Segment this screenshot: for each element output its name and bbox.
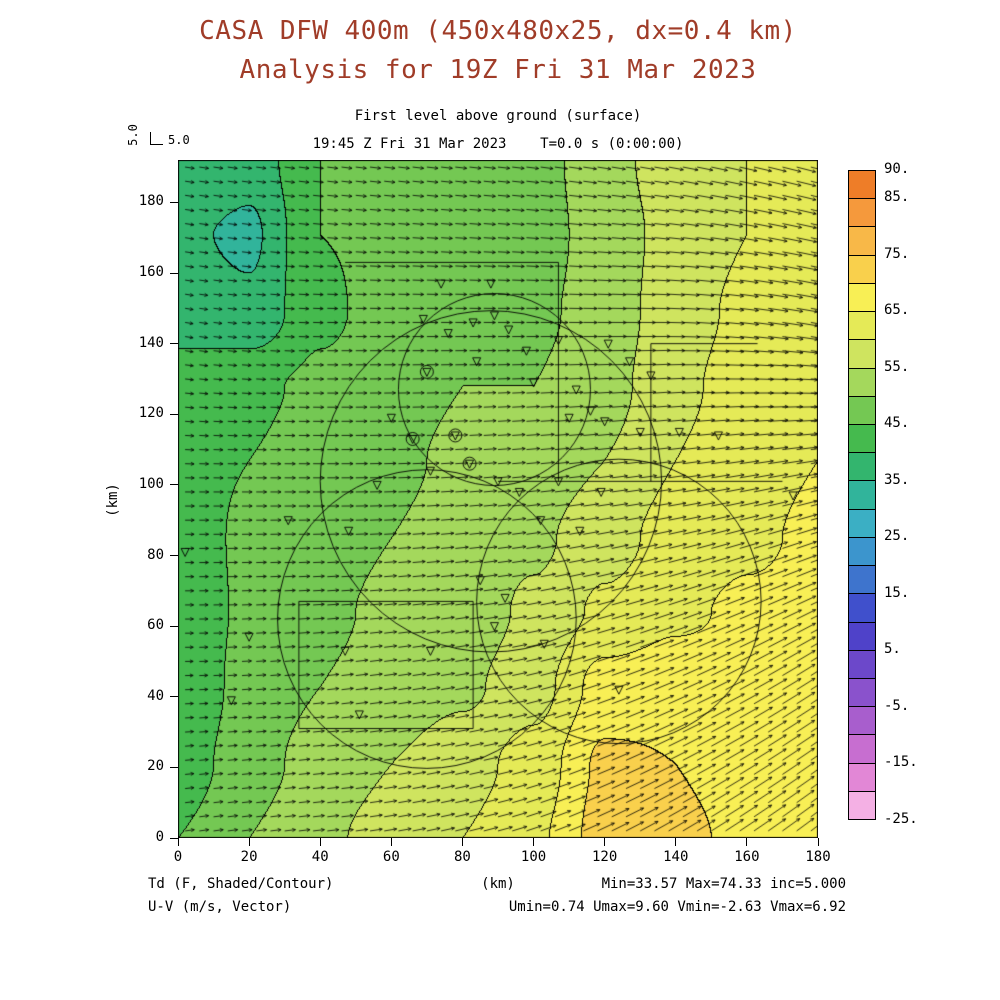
colorbar-tick-label: -15. xyxy=(884,754,918,771)
colorbar-segment xyxy=(849,707,875,736)
y-tick-mark xyxy=(170,696,178,698)
x-tick-label: 140 xyxy=(663,849,689,865)
x-tick-mark xyxy=(604,838,606,846)
colorbar-segment xyxy=(849,283,875,313)
vector-scale-vertical-label: 5.0 xyxy=(125,124,140,146)
analysis-map-canvas xyxy=(178,160,818,838)
y-axis-label: (km) xyxy=(104,483,121,517)
y-tick-label: 20 xyxy=(147,758,164,775)
y-tick-mark xyxy=(170,343,178,345)
colorbar xyxy=(848,170,876,820)
x-tick-mark xyxy=(248,838,250,846)
x-tick-label: 0 xyxy=(173,849,183,865)
colorbar-tick-label: 75. xyxy=(884,245,910,262)
plot-subtitle: Analysis for 19Z Fri 31 Mar 2023 xyxy=(239,55,757,85)
colorbar-tick-label: 35. xyxy=(884,471,910,488)
y-tick-mark xyxy=(170,766,178,768)
colorbar-segment xyxy=(849,396,875,425)
y-tick-label: 160 xyxy=(138,264,164,280)
x-tick-label: 180 xyxy=(805,849,831,865)
x-tick-label: 40 xyxy=(311,849,329,865)
x-tick-label: 80 xyxy=(454,849,471,865)
time-label: 19:45 Z Fri 31 Mar 2023 T=0.0 s (0:00:00… xyxy=(312,136,684,152)
colorbar-segment xyxy=(849,622,875,651)
x-tick-mark xyxy=(533,838,535,846)
colorbar-segment xyxy=(849,255,875,284)
colorbar-tick-label: 25. xyxy=(884,528,910,545)
colorbar-tick-label: 65. xyxy=(884,302,910,319)
colorbar-tick-label: -5. xyxy=(884,697,910,714)
y-tick-mark xyxy=(170,201,178,203)
colorbar-segment xyxy=(849,509,875,538)
colorbar-segment xyxy=(849,453,875,482)
colorbar-tick-label: 85. xyxy=(884,189,910,206)
colorbar-tick-label: 15. xyxy=(884,584,910,601)
colorbar-segment xyxy=(849,594,875,623)
colorbar-segment xyxy=(849,791,875,820)
field-stats-label: Min=33.57 Max=74.33 inc=5.000 xyxy=(601,876,846,892)
wind-stats-label: Umin=0.74 Umax=9.60 Vmin=-2.63 Vmax=6.92 xyxy=(508,899,846,915)
level-label: First level above ground (surface) xyxy=(354,108,642,124)
colorbar-tick-label: 45. xyxy=(884,415,910,432)
x-tick-mark xyxy=(461,838,463,846)
x-tick-mark xyxy=(817,838,819,846)
y-tick-label: 120 xyxy=(138,405,164,422)
x-tick-mark xyxy=(319,838,321,846)
y-tick-label: 140 xyxy=(138,334,164,351)
colorbar-segment xyxy=(849,735,875,764)
y-tick-label: 100 xyxy=(138,475,164,492)
field-legend-label: Td (F, Shaded/Contour) xyxy=(148,876,334,892)
vector-legend-label: U-V (m/s, Vector) xyxy=(148,899,292,915)
colorbar-segment xyxy=(849,227,875,256)
colorbar-segment xyxy=(849,566,875,595)
colorbar-segment xyxy=(849,312,875,341)
y-tick-label: 60 xyxy=(147,617,164,634)
colorbar-tick-label: 90. xyxy=(884,161,910,177)
y-tick-label: 180 xyxy=(138,193,164,210)
colorbar-segment xyxy=(849,481,875,510)
x-axis-unit-label: (km) xyxy=(481,876,515,892)
y-tick-mark xyxy=(170,837,178,839)
y-tick-mark xyxy=(170,413,178,415)
colorbar-segment xyxy=(849,368,875,397)
colorbar-segment xyxy=(849,537,875,567)
colorbar-segment xyxy=(849,171,875,200)
colorbar-segment xyxy=(849,424,875,454)
y-tick-label: 80 xyxy=(147,546,164,563)
vector-scale-bracket xyxy=(150,132,163,145)
colorbar-segment xyxy=(849,340,875,369)
y-tick-mark xyxy=(170,484,178,486)
colorbar-tick-label: -25. xyxy=(884,811,918,827)
x-tick-label: 120 xyxy=(592,849,618,865)
x-tick-label: 20 xyxy=(240,849,258,865)
colorbar-segment xyxy=(849,763,875,792)
colorbar-segment xyxy=(849,678,875,708)
x-tick-mark xyxy=(746,838,748,846)
x-tick-label: 100 xyxy=(520,849,547,865)
colorbar-segment xyxy=(849,199,875,228)
colorbar-segment xyxy=(849,650,875,679)
x-tick-mark xyxy=(390,838,392,846)
x-tick-label: 60 xyxy=(382,849,400,865)
y-tick-label: 0 xyxy=(155,829,164,845)
y-tick-label: 40 xyxy=(147,687,164,704)
plot-title: CASA DFW 400m (450x480x25, dx=0.4 km) xyxy=(199,16,797,46)
colorbar-tick-label: 5. xyxy=(884,641,901,658)
x-tick-mark xyxy=(177,838,179,846)
x-tick-mark xyxy=(675,838,677,846)
y-tick-mark xyxy=(170,555,178,556)
vector-scale-horizontal-label: 5.0 xyxy=(168,133,190,147)
colorbar-tick-label: 55. xyxy=(884,358,910,375)
y-tick-mark xyxy=(170,272,178,274)
x-tick-label: 160 xyxy=(734,849,760,865)
y-tick-mark xyxy=(170,625,178,627)
